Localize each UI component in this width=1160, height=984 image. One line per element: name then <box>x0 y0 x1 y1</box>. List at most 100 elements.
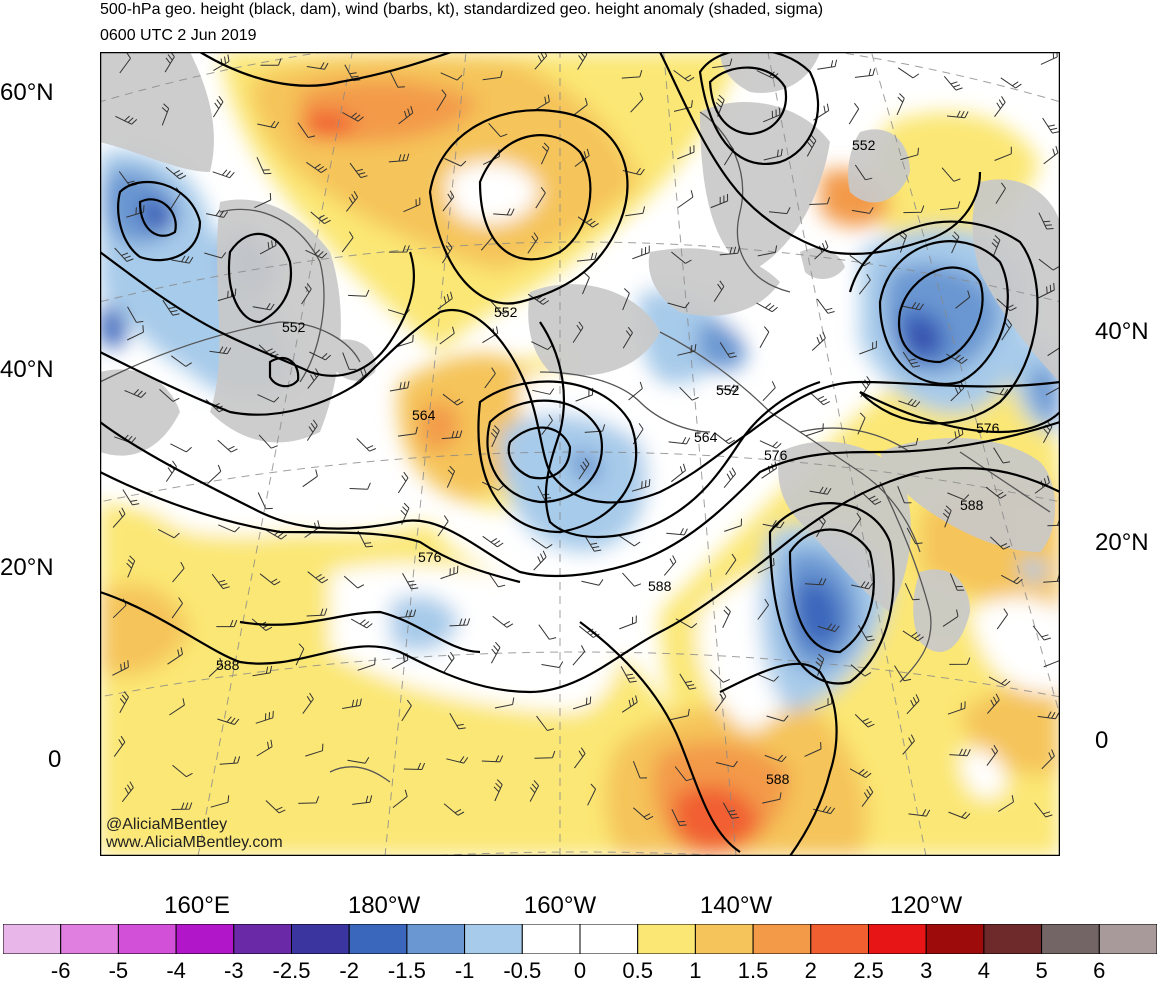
wind-barb <box>990 536 1011 550</box>
wind-barb <box>722 802 740 819</box>
graticule <box>100 52 1060 856</box>
wind-barb <box>493 208 515 216</box>
contour-nw-low-2 <box>117 180 202 262</box>
contour-low-ring <box>486 399 603 504</box>
wind-barb <box>122 489 140 506</box>
wind-barb <box>349 482 371 490</box>
colorbar-swatch <box>348 924 408 954</box>
wind-barb <box>894 665 912 682</box>
wind-barb <box>402 572 419 590</box>
wind-barb <box>719 246 741 256</box>
wind-barb <box>115 115 138 125</box>
colorbar-label: -3 <box>224 958 244 983</box>
colorbar-swatch <box>175 924 235 954</box>
wind-barb <box>906 527 923 545</box>
wind-barb <box>723 143 735 166</box>
colorbar-label: 6 <box>1093 958 1106 983</box>
wind-barb <box>352 795 373 805</box>
colorbar-label: -2.5 <box>272 958 311 983</box>
wind-barb <box>677 145 695 160</box>
wind-barb <box>947 492 970 501</box>
wind-barb <box>436 89 447 111</box>
wind-barb <box>670 463 686 483</box>
lon-label-180w: 180°W <box>347 892 421 919</box>
wind-barb <box>442 190 455 212</box>
wind-barb <box>159 389 180 402</box>
colorbar-swatch <box>694 924 754 954</box>
wind-barb <box>668 436 691 445</box>
wind-barb <box>494 697 515 709</box>
wind-barb <box>310 211 331 225</box>
wind-barb <box>632 807 654 821</box>
wind-barb <box>816 298 835 314</box>
wind-barb <box>170 443 192 453</box>
wind-barb <box>164 52 175 73</box>
wind-barb <box>342 698 362 709</box>
wind-barb <box>449 618 471 627</box>
wind-barb <box>620 666 637 683</box>
wind-barb <box>898 437 919 448</box>
wind-barb <box>305 743 324 757</box>
coastlines <box>100 111 1051 783</box>
wind-barb <box>490 425 500 448</box>
contour-552-center <box>478 134 592 261</box>
wind-barb <box>809 196 831 205</box>
wind-barb <box>994 146 1012 161</box>
wind-barb <box>663 555 677 576</box>
colorbar-swatch <box>1098 924 1157 954</box>
wind-barb <box>114 247 134 262</box>
wind-barb <box>674 766 694 782</box>
wind-barb <box>401 699 412 722</box>
wind-barb <box>254 192 272 209</box>
wind-barb <box>851 581 874 590</box>
contour-label: 588 <box>648 578 672 594</box>
colorbar-label: 0 <box>573 958 587 983</box>
wind-barb <box>489 299 509 315</box>
wind-barb <box>441 430 463 440</box>
wind-barb <box>207 464 222 484</box>
map-title: 500-hPa geo. height (black, dam), wind (… <box>100 1 824 18</box>
wind-barb <box>902 630 924 642</box>
wind-barb <box>534 750 556 759</box>
wind-barb <box>1043 145 1059 165</box>
wind-barb <box>171 802 193 810</box>
wind-barb <box>265 800 286 814</box>
wind-barb <box>256 739 273 757</box>
contour-588-south <box>100 467 1060 694</box>
wind-barb <box>582 272 590 295</box>
wind-barb <box>574 148 590 167</box>
wind-barb <box>541 661 564 668</box>
wind-barb <box>621 70 643 79</box>
wind-barb <box>859 340 877 355</box>
colorbar-label: 0.5 <box>622 958 653 983</box>
wind-barb <box>346 190 359 212</box>
colorbar-label: -0.5 <box>503 958 542 983</box>
wind-barb <box>584 535 602 552</box>
wind-barb <box>258 344 279 358</box>
wind-barb <box>625 206 646 217</box>
wind-barb <box>715 760 738 768</box>
wind-barb <box>531 537 553 549</box>
wind-barb <box>389 70 405 88</box>
wind-barb <box>540 142 550 165</box>
wind-barb <box>998 795 1014 813</box>
wind-barb <box>942 609 959 627</box>
wind-barb <box>947 701 966 715</box>
colorbar-label: 2 <box>804 958 817 983</box>
wind-barb <box>811 331 826 351</box>
wind-barb <box>259 573 281 586</box>
wind-barb <box>306 161 328 174</box>
wind-barb <box>210 795 230 808</box>
wind-barb <box>1034 802 1053 818</box>
contour-552-upper <box>199 52 455 87</box>
wind-barb <box>766 715 789 722</box>
wind-barb <box>403 762 426 770</box>
credit-handle: @AliciaMBentley <box>106 816 228 833</box>
contour-north-loop <box>698 52 820 165</box>
wind-barb <box>121 781 134 803</box>
wind-barb <box>1047 347 1060 357</box>
wind-barb <box>857 412 866 435</box>
wind-barb <box>814 240 829 260</box>
wind-barb <box>762 381 776 402</box>
wind-barb <box>219 756 241 765</box>
